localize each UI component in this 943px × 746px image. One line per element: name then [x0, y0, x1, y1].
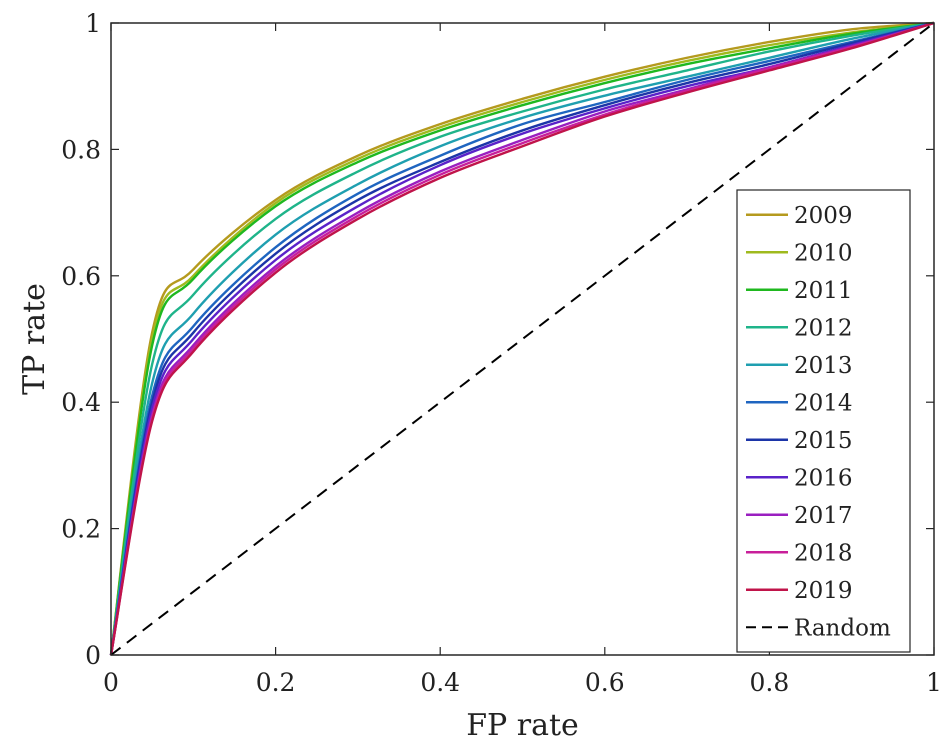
series-line-2011	[109, 21, 935, 656]
legend-label: 2017	[794, 503, 853, 529]
series-line-2017	[109, 21, 935, 656]
series-line-2009	[109, 21, 935, 656]
series-line-2012	[109, 21, 935, 656]
y-tick-label: 0.2	[61, 515, 101, 544]
series-line-2019	[109, 21, 935, 656]
legend-label: 2011	[794, 278, 853, 304]
legend-label: 2013	[794, 353, 853, 379]
plot-frame	[110, 22, 935, 656]
x-tick-label: 0.8	[750, 668, 790, 697]
series-line-2010	[109, 21, 935, 656]
legend-label: 2015	[794, 428, 853, 454]
y-tick-label: 0.6	[61, 262, 101, 291]
series-line-random	[110, 22, 935, 656]
legend-label: 2009	[794, 203, 853, 229]
legend-label: 2010	[794, 240, 853, 266]
series-layer	[109, 21, 935, 656]
y-tick-label: 0.4	[61, 388, 101, 417]
x-tick-label: 0.2	[256, 668, 296, 697]
legend-label: 2016	[794, 465, 853, 491]
legend-label: Random	[794, 615, 891, 641]
legend: 2009 2010 2011 2012 2013 2014 2015 2016 2017 2018…	[736, 189, 911, 653]
x-tick-label: 0.6	[585, 668, 625, 697]
series-line-2014	[109, 21, 935, 656]
legend-label: 2012	[794, 315, 853, 341]
x-tick-label: 0.4	[420, 668, 460, 697]
x-tick-label: 0	[103, 668, 119, 697]
series-line-2015	[109, 21, 935, 656]
y-tick-label: 0	[85, 641, 101, 670]
legend-label: 2019	[794, 578, 853, 604]
legend-box	[736, 189, 911, 653]
x-axis-title: FP rate	[466, 708, 579, 743]
series-line-2018	[109, 21, 935, 656]
y-tick-label: 0.8	[61, 135, 101, 164]
ticks-layer: 0 0.2 0.4 0.6 0.8 1 0 0.2 0.4 0.6 0.8 1	[61, 9, 942, 697]
x-tick-label: 1	[926, 668, 942, 697]
series-line-2013	[109, 21, 935, 656]
y-tick-label: 1	[85, 9, 101, 38]
legend-label: 2014	[794, 390, 853, 416]
y-axis-title: TP rate	[17, 283, 52, 395]
legend-label: 2018	[794, 540, 853, 566]
